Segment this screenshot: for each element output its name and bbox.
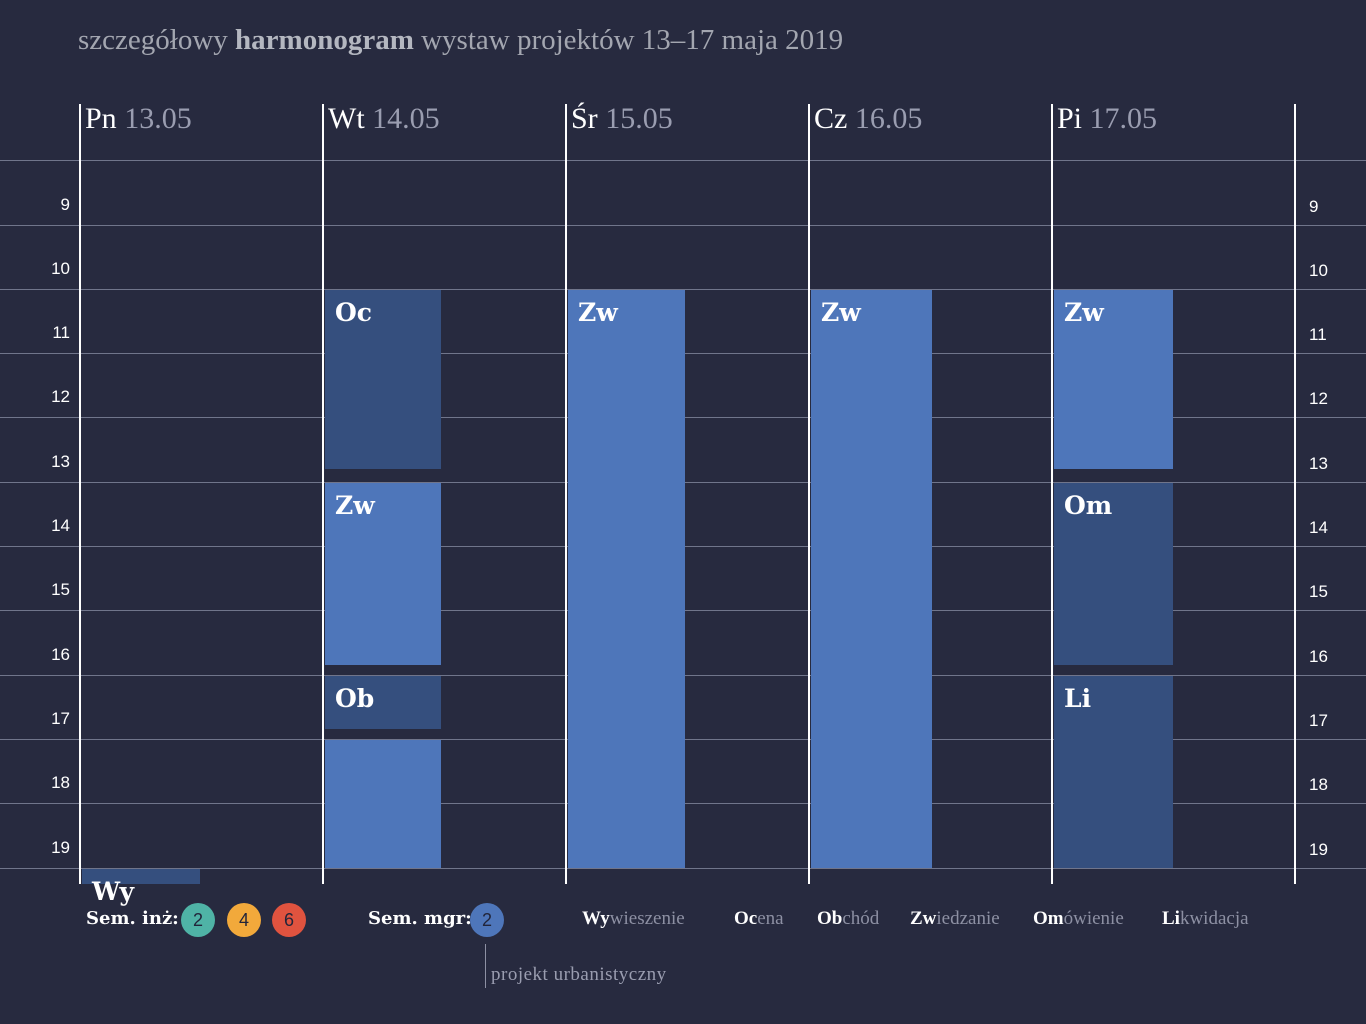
legend-abbr: Ob	[817, 908, 843, 929]
legend-rest: kwidacja	[1179, 908, 1249, 929]
day-date: 17.05	[1089, 102, 1158, 135]
hour-label-left: 10	[51, 259, 70, 278]
legend-item-om: Omówienie	[1033, 908, 1124, 930]
legend-rest: ówienie	[1063, 908, 1124, 929]
legend-item-li: Likwidacja	[1162, 908, 1249, 930]
day-header-wt: Wt 14.05	[328, 102, 440, 136]
day-date: 13.05	[124, 102, 192, 135]
event-block-wy: Wy	[82, 869, 200, 906]
event-block-zw: Zw	[811, 290, 932, 868]
title-suffix: wystaw projektów 13–17 maja 2019	[413, 24, 844, 56]
title-prefix: szczegółowy	[78, 24, 236, 56]
event-label: Zw	[1064, 298, 1104, 327]
legend-abbr: Li	[1162, 908, 1180, 929]
page-title: szczegółowy harmonogram wystaw projektów…	[78, 24, 843, 57]
event-block-om: Om	[1054, 483, 1173, 666]
semester-badge-inz-2: 2	[181, 903, 215, 937]
day-divider	[808, 104, 810, 884]
event-label: Zw	[335, 491, 375, 520]
day-date: 15.05	[605, 102, 673, 135]
day-name: Pi	[1057, 102, 1090, 135]
day-name: Śr	[571, 102, 606, 135]
hour-label-right: 9	[1309, 197, 1319, 216]
event-block-zw: Zw	[568, 290, 685, 868]
day-header-cz: Cz 16.05	[814, 102, 922, 136]
day-date: 16.05	[854, 102, 923, 135]
hour-label-left: 19	[51, 838, 70, 857]
day-divider	[322, 104, 324, 884]
day-header-śr: Śr 15.05	[571, 102, 673, 136]
hour-label-left: 12	[51, 387, 70, 406]
hour-label-right: 14	[1309, 518, 1328, 537]
legend-rest: iedzanie	[936, 908, 1000, 929]
semester-badge-inz-4: 4	[227, 903, 261, 937]
event-label: Ob	[335, 684, 375, 713]
semester-badge-mgr-2: 2	[470, 903, 504, 937]
day-header-pn: Pn 13.05	[85, 102, 192, 136]
event-block-li: Li	[1054, 676, 1173, 868]
legend-rest: ena	[757, 908, 784, 929]
hour-label-left: 16	[51, 645, 70, 664]
event-label: Om	[1064, 491, 1113, 520]
grid-line	[0, 868, 1366, 869]
legend-item-oc: Ocena	[734, 908, 784, 930]
hour-label-left: 18	[51, 773, 70, 792]
day-divider	[1051, 104, 1053, 884]
event-label: Li	[1064, 684, 1092, 713]
hour-label-right: 11	[1309, 325, 1327, 344]
day-header-pi: Pi 17.05	[1057, 102, 1157, 136]
hour-label-right: 10	[1309, 261, 1328, 280]
legend-item-wy: Wywieszenie	[582, 908, 685, 930]
hour-label-right: 18	[1309, 775, 1328, 794]
legend-mgr-label: Sem. mgr:	[368, 908, 472, 929]
legend-rest: chód	[842, 908, 880, 929]
title-bold: harmonogram	[235, 24, 414, 56]
day-name: Pn	[85, 102, 125, 135]
hour-label-right: 19	[1309, 840, 1328, 859]
event-block-zw: Zw	[1054, 290, 1173, 469]
grid-line	[0, 289, 1366, 290]
legend-item-ob: Obchód	[817, 908, 879, 930]
grid-line	[0, 225, 1366, 226]
legend-abbr: Wy	[582, 908, 610, 929]
hour-label-right: 12	[1309, 389, 1328, 408]
hour-label-left: 11	[52, 323, 70, 342]
legend-abbr: Om	[1033, 908, 1064, 929]
note-pointer	[485, 944, 486, 988]
grid-line	[0, 160, 1366, 161]
hour-label-right: 17	[1309, 711, 1328, 730]
event-block-ob: Ob	[325, 676, 441, 730]
day-date: 14.05	[372, 102, 440, 135]
event-label: Wy	[92, 877, 135, 906]
day-name: Cz	[814, 102, 855, 135]
legend-rest: wieszenie	[609, 908, 685, 929]
day-name: Wt	[328, 102, 373, 135]
legend-item-zw: Zwiedzanie	[910, 908, 1000, 930]
event-label: Zw	[578, 298, 618, 327]
hour-label-left: 14	[51, 516, 70, 535]
hour-label-left: 9	[60, 195, 70, 214]
legend-abbr: Zw	[910, 908, 937, 929]
day-divider	[565, 104, 567, 884]
hour-label-right: 15	[1309, 582, 1328, 601]
hour-label-right: 16	[1309, 647, 1328, 666]
legend-inz-label: Sem. inż:	[86, 908, 179, 929]
day-divider	[79, 104, 81, 884]
event-block	[325, 740, 441, 868]
event-label: Oc	[335, 298, 372, 327]
semester-badge-inz-6: 6	[272, 903, 306, 937]
hour-label-left: 15	[51, 580, 70, 599]
hour-label-left: 17	[51, 709, 70, 728]
hour-label-right: 13	[1309, 454, 1328, 473]
event-block-zw: Zw	[325, 483, 441, 666]
day-divider	[1294, 104, 1296, 884]
event-block-oc: Oc	[325, 290, 441, 469]
legend-abbr: Oc	[734, 908, 758, 929]
hour-label-left: 13	[51, 452, 70, 471]
mgr-note: projekt urbanistyczny	[491, 964, 667, 985]
event-label: Zw	[821, 298, 861, 327]
